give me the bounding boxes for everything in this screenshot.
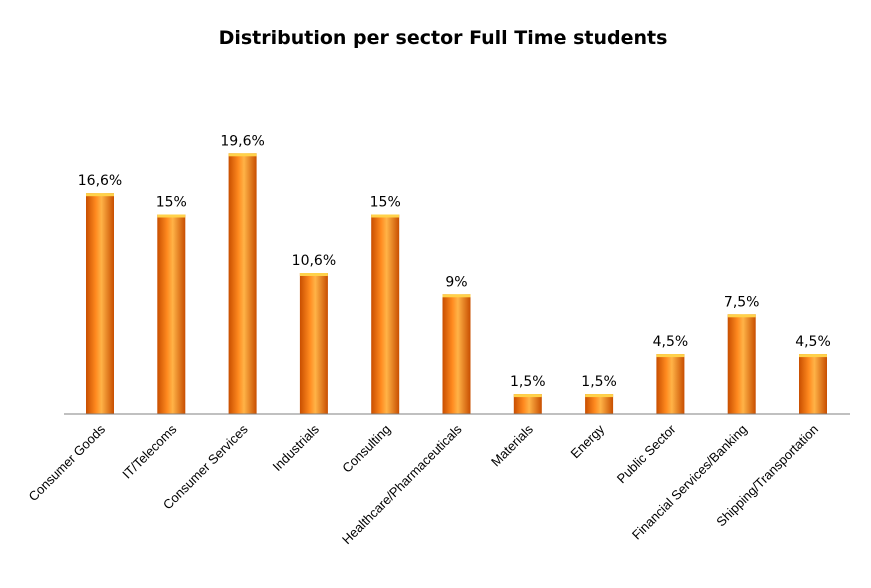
data-label-3: 10,6% <box>292 253 336 269</box>
x-tick-label-5: Healthcare/Pharmaceuticals <box>339 421 465 547</box>
bar-top-highlight-10 <box>799 354 827 358</box>
data-label-2: 19,6% <box>220 133 264 149</box>
bar-top-highlight-5 <box>442 294 471 298</box>
data-label-4: 15% <box>370 195 401 211</box>
x-tick-label-6: Materials <box>488 421 536 469</box>
data-label-10: 4,5% <box>795 334 831 350</box>
bar-10 <box>799 354 827 414</box>
x-tick-label-0: Consumer Goods <box>25 421 108 504</box>
data-label-6: 1,5% <box>510 374 546 390</box>
x-tick-label-7: Energy <box>567 421 607 461</box>
data-label-9: 7,5% <box>724 294 760 310</box>
bar-7 <box>585 394 614 415</box>
bar-6 <box>513 394 542 415</box>
bar-top-highlight-6 <box>513 394 542 398</box>
bars-group <box>86 153 827 415</box>
data-label-1: 15% <box>156 195 187 211</box>
chart-title: Distribution per sector Full Time studen… <box>219 27 668 49</box>
data-labels-group: 16,6% 15% 19,6% 10,6% 15% 9% 1,5% 1,5% 4,5% 7,5% 4… <box>78 133 831 390</box>
x-tick-label-8: Public Sector <box>614 421 679 486</box>
bar-top-highlight-2 <box>228 153 257 157</box>
data-label-5: 9% <box>445 274 467 290</box>
bar-top-highlight-4 <box>371 214 400 218</box>
bar-top-highlight-7 <box>585 394 614 398</box>
bar-top-highlight-0 <box>86 193 114 197</box>
bar-8 <box>656 354 685 414</box>
bar-3 <box>299 273 328 414</box>
data-label-0: 16,6% <box>78 173 122 189</box>
data-label-7: 1,5% <box>581 374 617 390</box>
bar-top-highlight-3 <box>299 273 328 276</box>
x-tick-label-3: Industrials <box>270 421 323 474</box>
x-tick-label-4: Consulting <box>339 422 393 476</box>
bar-5 <box>442 294 471 414</box>
x-tick-label-1: IT/Telecoms <box>119 421 180 482</box>
data-label-8: 4,5% <box>653 334 689 350</box>
bar-4 <box>371 214 400 414</box>
bar-1 <box>157 214 186 414</box>
x-tick-label-9: Financial Services/Banking <box>629 422 750 543</box>
bar-top-highlight-8 <box>656 354 685 358</box>
bar-9 <box>727 314 756 415</box>
bar-top-highlight-9 <box>727 314 756 318</box>
bar-2 <box>228 153 257 415</box>
bar-0 <box>86 193 114 414</box>
bar-top-highlight-1 <box>157 214 186 218</box>
